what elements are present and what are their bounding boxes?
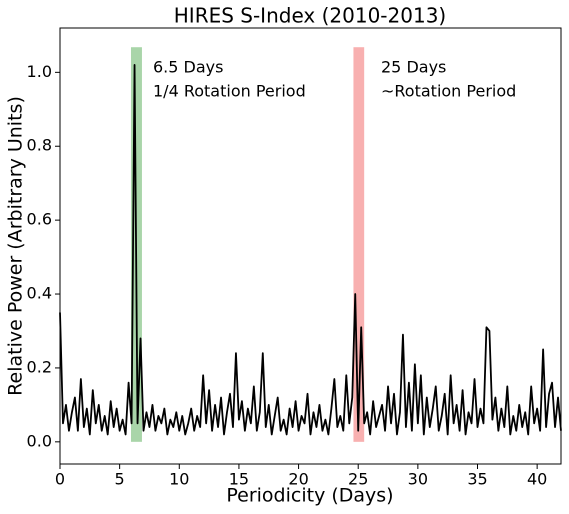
y-tick-label: 1.0 [27, 62, 52, 81]
y-tick-label: 0.6 [27, 210, 52, 229]
x-tick-label: 15 [229, 470, 249, 489]
x-tick-label: 35 [467, 470, 487, 489]
x-tick-label: 0 [55, 470, 65, 489]
x-tick-label: 10 [169, 470, 189, 489]
y-tick-label: 0.2 [27, 357, 52, 376]
annotation: 1/4 Rotation Period [153, 82, 306, 101]
x-tick-label: 30 [408, 470, 428, 489]
x-tick-label: 40 [527, 470, 547, 489]
y-tick-label: 0.8 [27, 136, 52, 155]
line-series [59, 64, 562, 436]
x-tick-label: 25 [348, 470, 368, 489]
y-axis-label: Relative Power (Arbitrary Units) [5, 96, 27, 396]
plot-frame [59, 27, 562, 465]
annotation: 6.5 Days [153, 58, 223, 77]
x-axis-label: Periodicity (Days) [226, 485, 393, 507]
annotation: ~Rotation Period [381, 82, 516, 101]
highlight-band [353, 47, 365, 442]
annotation: 25 Days [381, 58, 446, 77]
y-tick-label: 0.4 [27, 284, 52, 303]
x-tick-label: 20 [288, 470, 308, 489]
chart-title: HIRES S-Index (2010-2013) [174, 4, 446, 28]
x-tick-label: 5 [115, 470, 125, 489]
y-tick-label: 0.0 [27, 431, 52, 450]
